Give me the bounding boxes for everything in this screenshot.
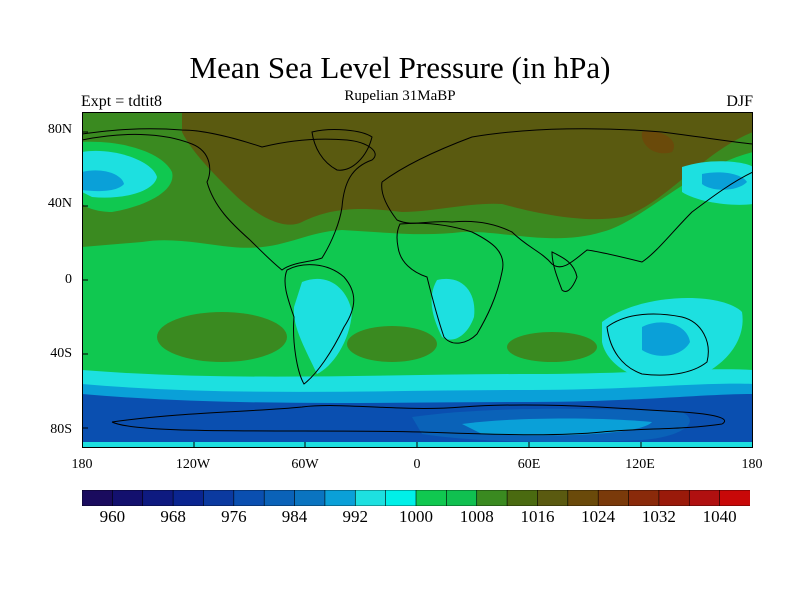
colorbar-swatch [203, 490, 235, 506]
colorbar-swatch [597, 490, 630, 506]
map-title: Mean Sea Level Pressure (in hPa) [189, 50, 611, 85]
colorbar-swatch [537, 490, 569, 506]
colorbar-swatch [476, 490, 508, 506]
colorbar-label: 1032 [641, 507, 676, 526]
colorbar-swatch [354, 490, 387, 506]
colorbar-label: 1024 [581, 507, 616, 526]
map-subtitle: Rupelian 31MaBP [344, 88, 456, 104]
field-sindian-high [507, 332, 597, 362]
colorbar-swatch [719, 490, 750, 506]
coast-africa [396, 222, 504, 344]
y-tick-80s: 80S [50, 422, 72, 437]
field-satl-high [347, 326, 437, 362]
x-tick-180w: 180 [71, 457, 93, 472]
colorbar-label: 968 [160, 507, 186, 526]
pressure-map [82, 112, 753, 448]
colorbar-swatch [324, 490, 357, 506]
x-tick-60w: 60W [291, 457, 319, 472]
colorbar-swatch [82, 490, 114, 506]
y-tick-80n: 80N [47, 122, 72, 137]
colorbar-swatch [658, 490, 691, 506]
colorbar-label: 1040 [702, 507, 737, 526]
coast-australia [606, 313, 709, 376]
colorbar-swatch [172, 490, 205, 506]
y-tick-0: 0 [65, 272, 72, 287]
colorbar [82, 490, 750, 506]
season-label: DJF [726, 93, 753, 110]
x-tick-0: 0 [413, 457, 421, 472]
colorbar-swatch [385, 490, 417, 506]
colorbar-label: 984 [281, 507, 308, 526]
tick-marks [82, 131, 642, 448]
colorbar-label: 960 [99, 507, 126, 526]
coastlines [82, 128, 753, 436]
colorbar-swatch [506, 490, 539, 506]
coast-north-america [82, 128, 376, 271]
field-north-dark [182, 112, 753, 225]
x-tick-60e: 60E [517, 457, 541, 472]
field-spacific-high [157, 312, 287, 362]
colorbar-swatch [688, 490, 721, 506]
coast-greenland [311, 129, 373, 171]
colorbar-label: 1008 [459, 507, 494, 526]
colorbar-swatch [112, 490, 144, 506]
colorbar-swatch [233, 490, 265, 506]
experiment-label: Expt = tdtit8 [81, 93, 163, 110]
colorbar-label: 992 [342, 507, 369, 526]
x-tick-120e: 120E [625, 457, 655, 472]
y-tick-40s: 40S [50, 346, 72, 361]
field-australia-blue [642, 322, 690, 356]
field-npacific-blue [82, 170, 124, 192]
field-north-brown [641, 130, 675, 154]
colorbar-swatch [567, 490, 599, 506]
colorbar-swatch [263, 490, 296, 506]
field-antarctic-light [462, 418, 652, 436]
colorbar-swatch [446, 490, 478, 506]
x-tick-120w: 120W [175, 457, 211, 472]
field-africa-cyan [431, 278, 475, 340]
colorbar-swatch [415, 490, 448, 506]
colorbar-label: 1016 [520, 507, 555, 526]
coast-antarctica [111, 404, 725, 436]
field-natl-blue [702, 172, 747, 190]
colorbar-swatch [142, 490, 174, 506]
y-tick-40n: 40N [47, 196, 72, 211]
coast-south-america [284, 264, 355, 385]
colorbar-label: 1000 [399, 507, 433, 526]
field-samerica-cyan [293, 278, 352, 374]
colorbar-label: 976 [221, 507, 247, 526]
colorbar-swatch [294, 490, 326, 506]
x-tick-180e: 180 [741, 457, 763, 472]
coast-india [551, 251, 578, 292]
colorbar-swatch [628, 490, 660, 506]
